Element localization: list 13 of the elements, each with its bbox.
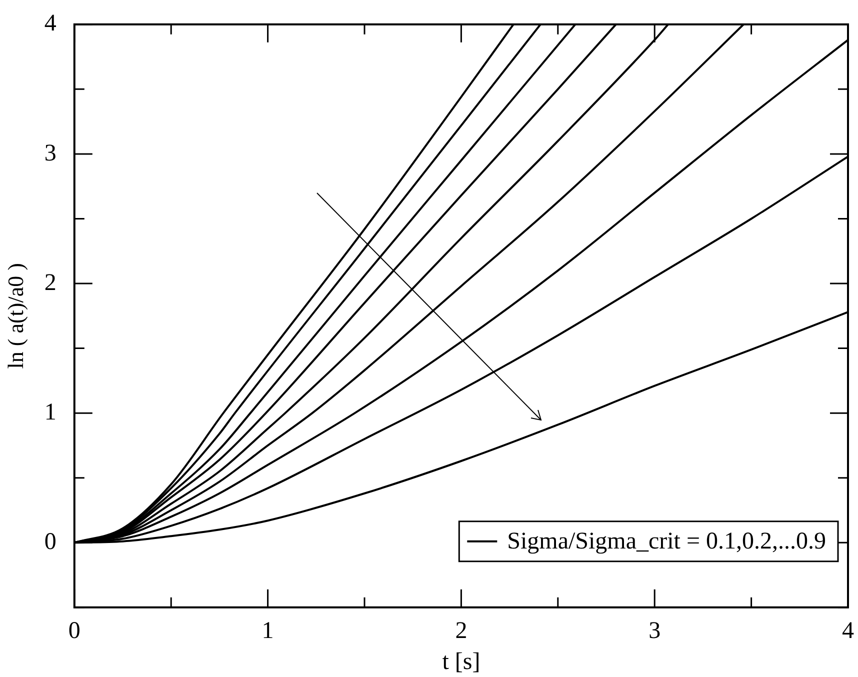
x-axis-title: t [s] (442, 648, 480, 675)
y-tick-label: 4 (44, 10, 56, 37)
x-tick-label: 0 (68, 618, 80, 644)
legend-label: Sigma/Sigma_crit = 0.1,0.2,...0.9 (507, 528, 826, 555)
y-axis-title: ln ( a(t)/a0 ) (2, 263, 28, 369)
x-tick-label: 4 (842, 618, 854, 644)
x-tick-label: 3 (648, 618, 661, 644)
x-tick-label: 2 (455, 618, 468, 644)
y-tick-label: 1 (44, 399, 56, 426)
y-tick-label: 2 (44, 270, 56, 296)
y-tick-label: 0 (44, 528, 56, 555)
x-tick-label: 1 (262, 618, 274, 644)
y-tick-label: 3 (44, 140, 56, 166)
